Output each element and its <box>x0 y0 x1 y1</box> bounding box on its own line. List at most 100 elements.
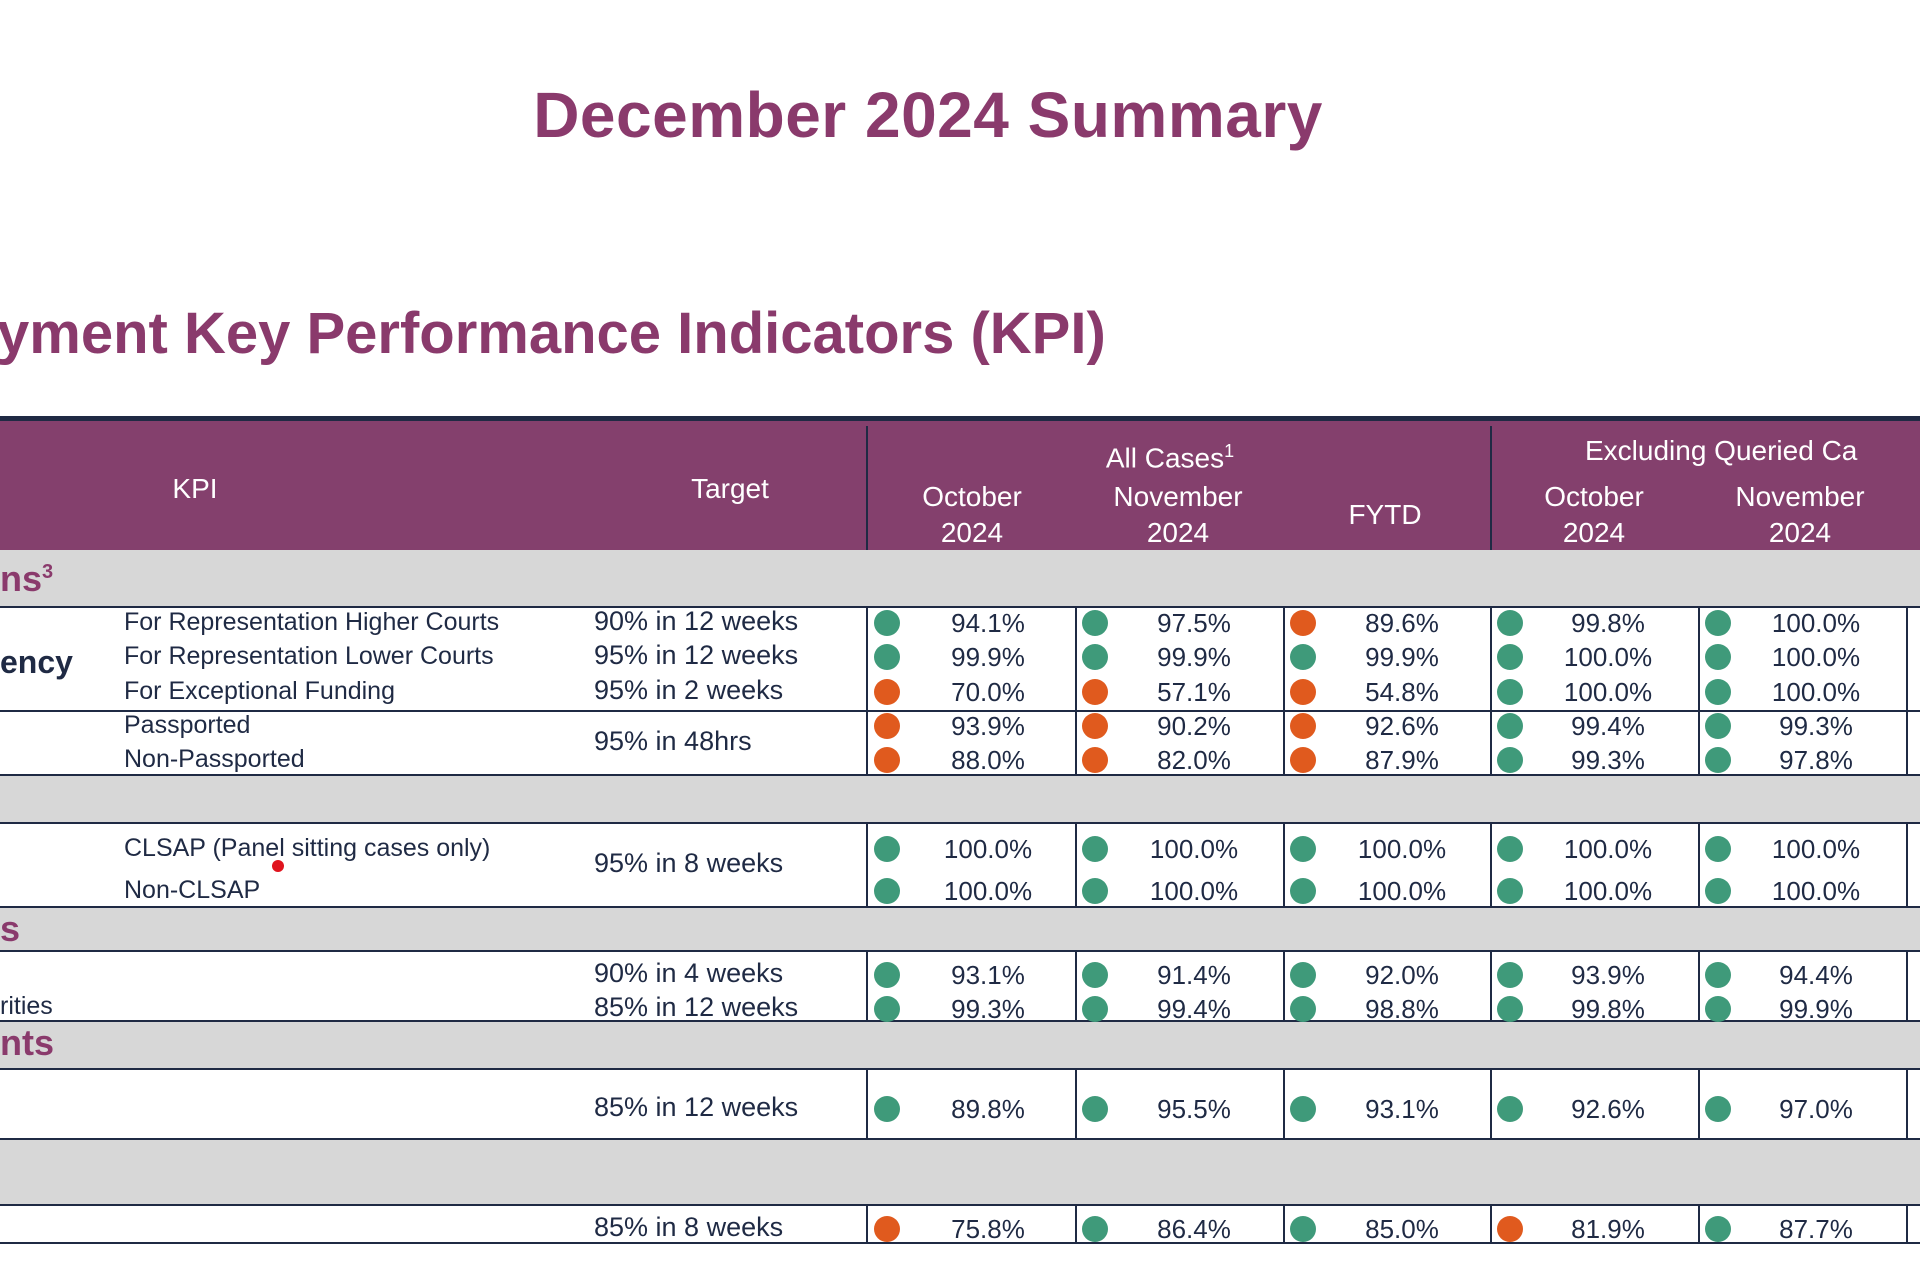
kpi-value: 100.0% <box>1357 876 1447 906</box>
kpi-value: 97.5% <box>1157 608 1231 638</box>
column-divider <box>1075 822 1077 908</box>
header-excluding: Excluding Queried Ca <box>1585 435 1858 466</box>
row-target: 95% in 2 weeks <box>594 675 784 705</box>
status-red-icon <box>1290 679 1316 705</box>
kpi-value: 92.0% <box>1365 960 1439 990</box>
status-green-icon <box>1705 610 1731 636</box>
kpi-value: 97.8% <box>1779 745 1853 775</box>
row-group <box>0 822 1920 908</box>
status-green-icon <box>1082 644 1108 670</box>
header-all-oct: October 2024 <box>892 479 1052 551</box>
kpi-value: 93.9% <box>951 711 1025 741</box>
section-band: ns3 <box>0 550 1920 606</box>
all-cases-note: 1 <box>1224 441 1235 461</box>
section-band <box>0 1138 1920 1206</box>
status-green-icon <box>1497 1096 1523 1122</box>
status-green-icon <box>1082 962 1108 988</box>
status-green-icon <box>874 836 900 862</box>
status-green-icon <box>1497 713 1523 739</box>
kpi-value: 100.0% <box>1771 677 1861 707</box>
status-green-icon <box>1290 878 1316 904</box>
column-divider <box>1698 822 1700 908</box>
status-red-icon <box>1290 610 1316 636</box>
column-divider <box>1490 822 1492 908</box>
kpi-table: KPI Target All Cases1 October 2024 Novemb… <box>0 416 1920 1250</box>
status-red-icon <box>1290 713 1316 739</box>
kpi-value: 82.0% <box>1157 745 1231 775</box>
all-nov-year: 2024 <box>1146 517 1210 548</box>
column-divider <box>1698 606 1700 776</box>
status-green-icon <box>1082 996 1108 1022</box>
excl-oct-year: 2024 <box>1562 517 1626 548</box>
row-target: 95% in 8 weeks <box>594 848 784 878</box>
kpi-value: 98.8% <box>1365 994 1439 1024</box>
kpi-value: 99.3% <box>1571 745 1645 775</box>
header-target: Target <box>691 473 769 504</box>
kpi-value: 95.5% <box>1157 1094 1231 1124</box>
kpi-value: 93.9% <box>1571 960 1645 990</box>
kpi-value: 100.0% <box>1149 834 1239 864</box>
kpi-value: 94.4% <box>1779 960 1853 990</box>
table-header: KPI Target All Cases1 October 2024 Novemb… <box>0 416 1920 555</box>
kpi-value: 89.6% <box>1365 608 1439 638</box>
row-target: 90% in 12 weeks <box>594 606 799 636</box>
header-fytd: FYTD <box>1348 499 1422 530</box>
kpi-value: 100.0% <box>1149 876 1239 906</box>
excl-nov-month: November <box>1735 481 1865 512</box>
status-green-icon <box>1705 713 1731 739</box>
column-divider <box>1283 1204 1285 1244</box>
column-divider <box>1906 950 1908 1022</box>
excl-oct-month: October <box>1544 481 1644 512</box>
row-label: CLSAP (Panel sitting cases only) <box>124 834 491 862</box>
column-divider <box>1490 1204 1492 1244</box>
status-green-icon <box>1497 878 1523 904</box>
status-red-icon <box>874 747 900 773</box>
row-group-label: ency <box>0 644 73 680</box>
status-green-icon <box>1082 1216 1108 1242</box>
all-oct-month: October <box>922 481 1022 512</box>
column-divider <box>1698 1068 1700 1140</box>
section-band: nts <box>0 1020 1920 1070</box>
status-red-icon <box>1497 1216 1523 1242</box>
status-green-icon <box>1497 644 1523 670</box>
row-group <box>0 1068 1920 1140</box>
status-green-icon <box>1290 996 1316 1022</box>
status-green-icon <box>1705 878 1731 904</box>
column-divider <box>1906 606 1908 776</box>
column-divider <box>1906 1204 1908 1244</box>
status-red-icon <box>1082 747 1108 773</box>
kpi-value: 81.9% <box>1571 1214 1645 1244</box>
kpi-value: 100.0% <box>943 876 1033 906</box>
kpi-value: 99.4% <box>1571 711 1645 741</box>
kpi-value: 87.7% <box>1779 1214 1853 1244</box>
header-kpi: KPI <box>172 473 218 504</box>
kpi-value: 94.1% <box>951 608 1025 638</box>
kpi-value: 70.0% <box>951 677 1025 707</box>
column-divider <box>1490 606 1492 776</box>
status-green-icon <box>1705 679 1731 705</box>
all-cases-label: All Cases <box>1105 442 1225 474</box>
status-green-icon <box>1705 836 1731 862</box>
section-band: s <box>0 906 1920 952</box>
status-green-icon <box>1082 1096 1108 1122</box>
column-divider <box>1075 1068 1077 1140</box>
annotation-mark <box>272 860 284 872</box>
section-band-label: nts <box>0 1022 54 1063</box>
all-nov-month: November <box>1113 481 1243 512</box>
status-green-icon <box>1705 996 1731 1022</box>
status-green-icon <box>1082 610 1108 636</box>
status-red-icon <box>1290 747 1316 773</box>
all-oct-year: 2024 <box>940 517 1004 548</box>
header-excl-oct: October 2024 <box>1514 479 1674 551</box>
row-target: 95% in 12 weeks <box>594 640 799 670</box>
status-green-icon <box>1290 1216 1316 1242</box>
column-divider <box>1283 606 1285 776</box>
row-target: 90% in 4 weeks <box>594 958 784 988</box>
kpi-value: 85.0% <box>1365 1214 1439 1244</box>
section-band-label: s <box>0 908 21 949</box>
column-divider <box>1906 1068 1908 1140</box>
kpi-value: 75.8% <box>951 1214 1025 1244</box>
column-divider <box>866 1068 868 1140</box>
kpi-value: 92.6% <box>1571 1094 1645 1124</box>
row-group <box>0 710 1920 776</box>
